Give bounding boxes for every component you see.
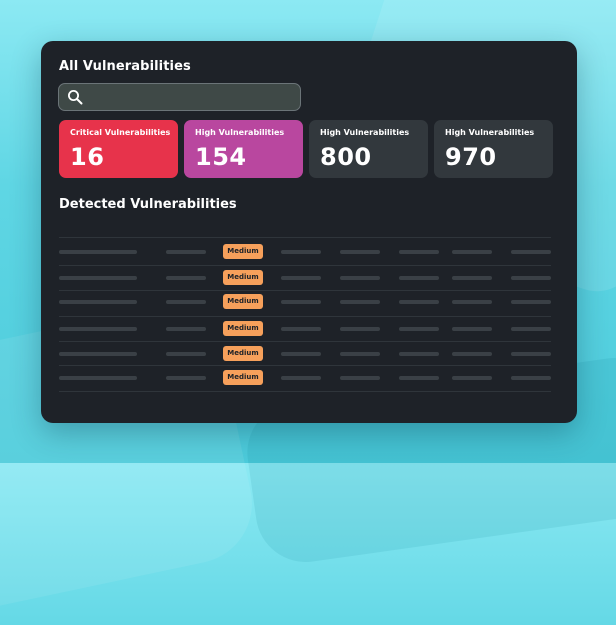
placeholder-bar xyxy=(281,300,321,304)
placeholder-bar xyxy=(399,276,439,280)
placeholder-bar xyxy=(511,352,551,356)
placeholder-bar xyxy=(281,327,321,331)
placeholder-bar xyxy=(59,276,137,280)
placeholder-bar xyxy=(166,327,206,331)
placeholder-bar xyxy=(59,352,137,356)
severity-badge: Medium xyxy=(223,346,263,361)
placeholder-bar xyxy=(452,352,492,356)
stat-card-critical[interactable]: Critical Vulnerabilities 16 xyxy=(59,120,178,178)
placeholder-bar xyxy=(59,376,137,380)
table-row[interactable]: Medium xyxy=(59,244,551,260)
table-divider xyxy=(59,365,551,366)
table-row[interactable]: Medium xyxy=(59,346,551,362)
stat-label: High Vulnerabilities xyxy=(195,128,285,137)
placeholder-bar xyxy=(281,276,321,280)
stat-value: 970 xyxy=(445,143,497,171)
placeholder-bar xyxy=(166,376,206,380)
stat-value: 154 xyxy=(195,143,247,171)
search-box[interactable] xyxy=(58,83,301,111)
placeholder-bar xyxy=(511,300,551,304)
severity-badge: Medium xyxy=(223,294,263,309)
placeholder-bar xyxy=(340,276,380,280)
placeholder-bar xyxy=(281,250,321,254)
placeholder-bar xyxy=(399,300,439,304)
placeholder-bar xyxy=(399,327,439,331)
placeholder-bar xyxy=(340,250,380,254)
table-divider xyxy=(59,316,551,317)
placeholder-bar xyxy=(452,250,492,254)
stat-label: Critical Vulnerabilities xyxy=(70,128,171,137)
placeholder-bar xyxy=(281,376,321,380)
stat-card-high[interactable]: High Vulnerabilities 800 xyxy=(309,120,428,178)
table-row[interactable]: Medium xyxy=(59,321,551,337)
placeholder-bar xyxy=(452,276,492,280)
table-divider xyxy=(59,391,551,392)
placeholder-bar xyxy=(166,276,206,280)
placeholder-bar xyxy=(511,327,551,331)
section-title: Detected Vulnerabilities xyxy=(59,197,237,212)
stat-label: High Vulnerabilities xyxy=(445,128,535,137)
panel-title: All Vulnerabilities xyxy=(59,59,191,74)
placeholder-bar xyxy=(166,352,206,356)
placeholder-bar xyxy=(166,250,206,254)
placeholder-bar xyxy=(166,300,206,304)
severity-badge: Medium xyxy=(223,370,263,385)
placeholder-bar xyxy=(59,327,137,331)
stat-value: 800 xyxy=(320,143,372,171)
stat-card-high[interactable]: High Vulnerabilities 154 xyxy=(184,120,303,178)
table-divider xyxy=(59,265,551,266)
placeholder-bar xyxy=(511,276,551,280)
placeholder-bar xyxy=(399,250,439,254)
stat-label: High Vulnerabilities xyxy=(320,128,410,137)
vulnerabilities-panel: All Vulnerabilities Critical Vulnerabili… xyxy=(41,41,577,423)
placeholder-bar xyxy=(59,300,137,304)
search-input[interactable] xyxy=(89,86,298,110)
table-row[interactable]: Medium xyxy=(59,370,551,386)
placeholder-bar xyxy=(452,300,492,304)
placeholder-bar xyxy=(340,376,380,380)
table-row[interactable]: Medium xyxy=(59,294,551,310)
placeholder-bar xyxy=(340,327,380,331)
stat-card-high[interactable]: High Vulnerabilities 970 xyxy=(434,120,553,178)
placeholder-bar xyxy=(340,352,380,356)
placeholder-bar xyxy=(399,376,439,380)
placeholder-bar xyxy=(452,376,492,380)
severity-badge: Medium xyxy=(223,321,263,336)
stat-value: 16 xyxy=(70,143,105,171)
placeholder-bar xyxy=(281,352,321,356)
placeholder-bar xyxy=(59,250,137,254)
placeholder-bar xyxy=(340,300,380,304)
placeholder-bar xyxy=(511,250,551,254)
severity-badge: Medium xyxy=(223,244,263,259)
placeholder-bar xyxy=(511,376,551,380)
table-divider xyxy=(59,237,551,238)
table-row[interactable]: Medium xyxy=(59,270,551,286)
placeholder-bar xyxy=(452,327,492,331)
placeholder-bar xyxy=(399,352,439,356)
table-divider xyxy=(59,341,551,342)
severity-badge: Medium xyxy=(223,270,263,285)
table-divider xyxy=(59,290,551,291)
search-icon xyxy=(68,90,83,105)
